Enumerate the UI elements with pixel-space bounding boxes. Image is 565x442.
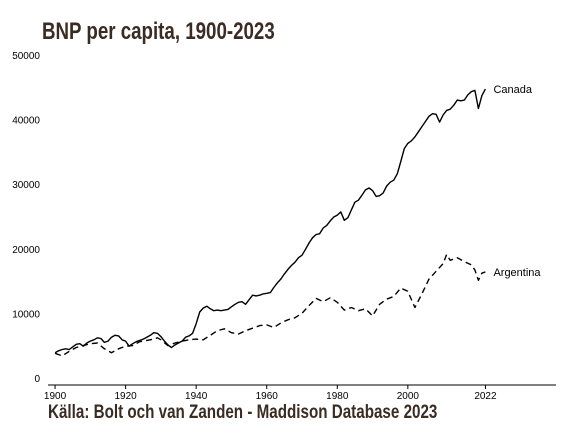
x-tick-label: 2000	[397, 391, 420, 402]
series-label-argentina: Argentina	[493, 267, 541, 279]
source-note: Källa: Bolt och van Zanden - Maddison Da…	[48, 402, 438, 423]
x-tick-label: 1940	[185, 391, 208, 402]
chart-axes: 1900 1920 1940 1960 1980 2000 2022 0 10000 20000 3…	[12, 51, 556, 402]
x-tick-label: 1900	[44, 391, 67, 402]
y-tick-label: 50000	[12, 51, 40, 62]
y-tick-label: 40000	[12, 116, 40, 127]
y-tick-label: 0	[34, 374, 40, 385]
series-label-canada: Canada	[493, 84, 532, 96]
x-tick-label: 1960	[256, 391, 279, 402]
y-tick-label: 10000	[12, 309, 40, 320]
y-tick-label: 20000	[12, 245, 40, 256]
series-labels: Canada Argentina	[493, 84, 541, 279]
chart-title: BNP per capita, 1900-2023	[42, 18, 275, 45]
series-line-argentina	[54, 253, 486, 357]
x-tick-label: 1920	[114, 391, 137, 402]
series-line-canada	[54, 88, 487, 354]
x-tick-label: 2022	[474, 391, 497, 402]
y-tick-label: 30000	[12, 180, 40, 191]
x-tick-label: 1980	[326, 391, 349, 402]
plot-area	[54, 88, 487, 357]
